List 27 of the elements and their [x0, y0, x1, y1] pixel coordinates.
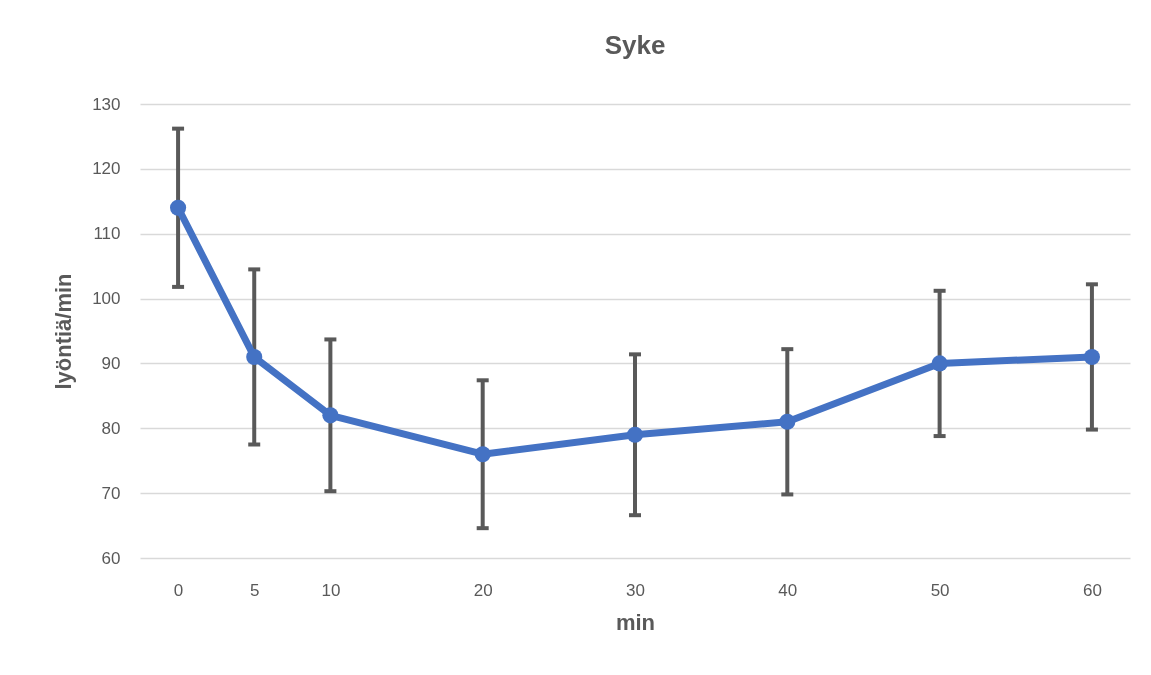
y-tick-label: 100 [92, 289, 121, 309]
x-axis-title: min [615, 609, 656, 635]
y-tick-label: 70 [101, 483, 121, 503]
x-tick-label: 20 [473, 580, 493, 600]
point [170, 199, 187, 216]
y-tick-label: 60 [101, 548, 121, 568]
point [322, 407, 339, 424]
x-tick-label: 0 [173, 580, 184, 600]
point [474, 446, 491, 463]
point [246, 348, 263, 365]
x-tick-label: 30 [626, 580, 645, 600]
point [931, 355, 948, 372]
y-tick-label: 130 [92, 94, 121, 114]
point [1083, 348, 1100, 365]
x-tick-label: 5 [250, 580, 260, 600]
y-tick-label: 90 [101, 353, 121, 373]
y-tick-label: 80 [101, 418, 121, 438]
x-tick-label: 10 [321, 580, 341, 600]
point [779, 413, 796, 430]
point [626, 426, 644, 443]
y-axis-title: lyöntiä/min [51, 273, 77, 390]
y-tick-label: 120 [92, 159, 121, 179]
x-tick-label: 60 [1082, 580, 1102, 600]
x-tick-label: 40 [778, 580, 798, 600]
chart-title: Syke [604, 30, 666, 60]
y-tick-label: 110 [93, 224, 121, 244]
x-tick-label: 50 [930, 580, 950, 600]
